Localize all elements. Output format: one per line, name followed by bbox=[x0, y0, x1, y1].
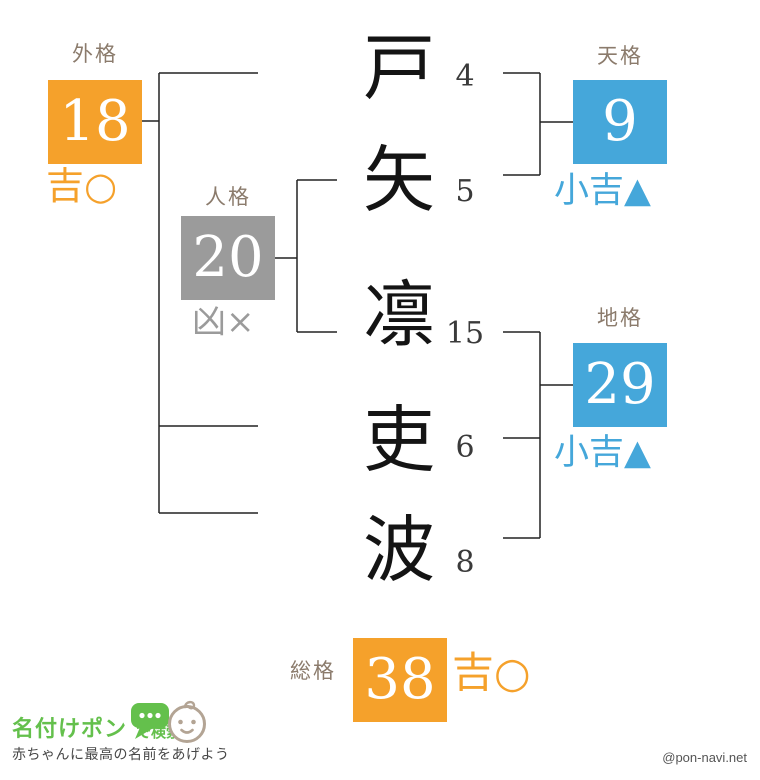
soukaku-box: 38 bbox=[353, 638, 447, 722]
tenkaku-label: 天格 bbox=[597, 45, 643, 68]
tenkaku-box: 9 bbox=[573, 80, 667, 164]
baby-face-icon bbox=[168, 700, 206, 743]
chikaku-label: 地格 bbox=[597, 307, 643, 330]
name-char-3: 凛 bbox=[362, 273, 435, 357]
speech-bubble-icon bbox=[131, 703, 169, 739]
logo-text: 名付けポン bbox=[12, 716, 128, 741]
tenkaku-value: 9 bbox=[602, 89, 638, 154]
stroke-count-4: 6 bbox=[455, 430, 475, 465]
tagline: 赤ちゃんに最高の名前をあげよう bbox=[12, 746, 230, 762]
logo-art bbox=[131, 700, 206, 743]
stroke-count-2: 5 bbox=[455, 174, 475, 209]
soukaku-label: 総格 bbox=[290, 660, 336, 683]
gaikaku-value: 18 bbox=[59, 89, 131, 154]
gaikaku-bracket bbox=[142, 72, 258, 514]
jinkaku-label: 人格 bbox=[205, 186, 251, 209]
chikaku-value: 29 bbox=[584, 352, 656, 417]
stroke-count-1: 4 bbox=[455, 59, 475, 94]
gaikaku-box: 18 bbox=[48, 80, 142, 164]
jinkaku-bracket bbox=[275, 179, 337, 333]
chikaku-bracket bbox=[503, 331, 573, 539]
chikaku-result: 小吉▲ bbox=[554, 433, 651, 473]
chikaku-box: 29 bbox=[573, 343, 667, 427]
site-credit: @pon-navi.net bbox=[662, 750, 747, 765]
name-char-5: 波 bbox=[362, 508, 435, 592]
gaikaku-label: 外格 bbox=[72, 43, 118, 66]
soukaku-result: 吉○ bbox=[452, 648, 531, 697]
stroke-count-3: 15 bbox=[445, 316, 485, 351]
name-char-2: 矢 bbox=[362, 138, 435, 222]
name-char-1: 戸 bbox=[362, 26, 435, 110]
stroke-count-5: 8 bbox=[455, 545, 475, 580]
soukaku-value: 38 bbox=[364, 647, 436, 712]
gaikaku-result: 吉○ bbox=[46, 164, 118, 208]
tenkaku-bracket bbox=[503, 72, 573, 176]
jinkaku-box: 20 bbox=[181, 216, 275, 300]
tenkaku-result: 小吉▲ bbox=[554, 171, 651, 211]
name-char-4: 吏 bbox=[362, 398, 435, 482]
jinkaku-value: 20 bbox=[192, 225, 264, 290]
jinkaku-result: 凶× bbox=[192, 302, 255, 342]
